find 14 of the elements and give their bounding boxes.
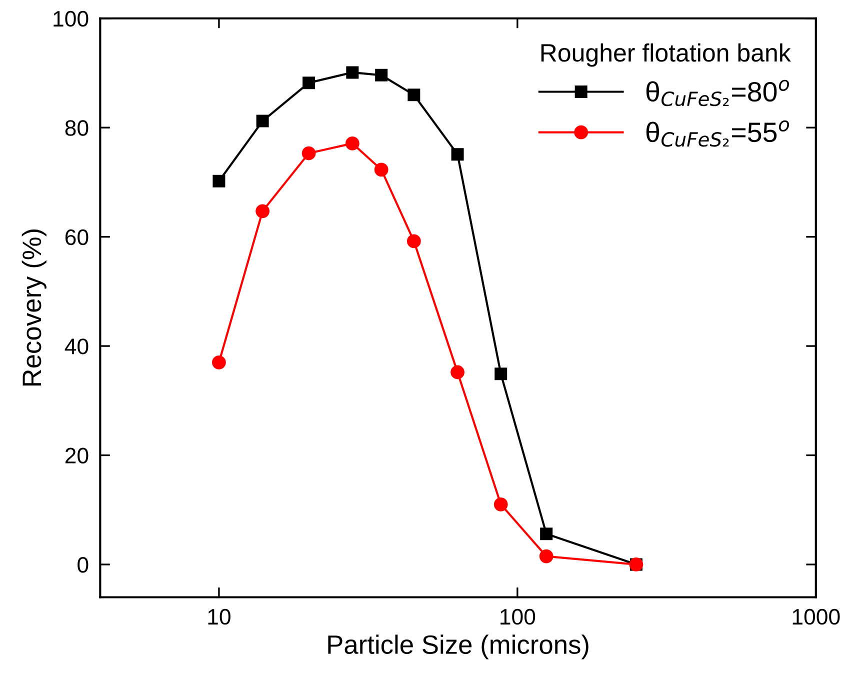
- x-tick-label: 10: [208, 608, 230, 625]
- y-tick-label: 40: [64, 338, 88, 354]
- y-tick-label: 100: [54, 10, 88, 27]
- legend-label: θ$_{CuFeS₂}$=55$^{o}$: [646, 120, 790, 147]
- x-tick-label: 1000: [792, 608, 840, 625]
- y-tick-label: 0: [78, 557, 88, 573]
- x-tick-label: 100: [500, 608, 536, 625]
- y-tick-label: 60: [65, 229, 88, 246]
- legend-label: θ$_{CuFeS₂}$=80$^{o}$: [646, 80, 790, 106]
- y-tick-label: 20: [65, 448, 88, 464]
- legend-title: Rougher flotation bank: [541, 43, 791, 67]
- y-tick-label: 80: [65, 120, 88, 136]
- x-axis-title: Particle Size (microns): [328, 634, 588, 660]
- y-axis-title: Recovery (%): [22, 230, 46, 386]
